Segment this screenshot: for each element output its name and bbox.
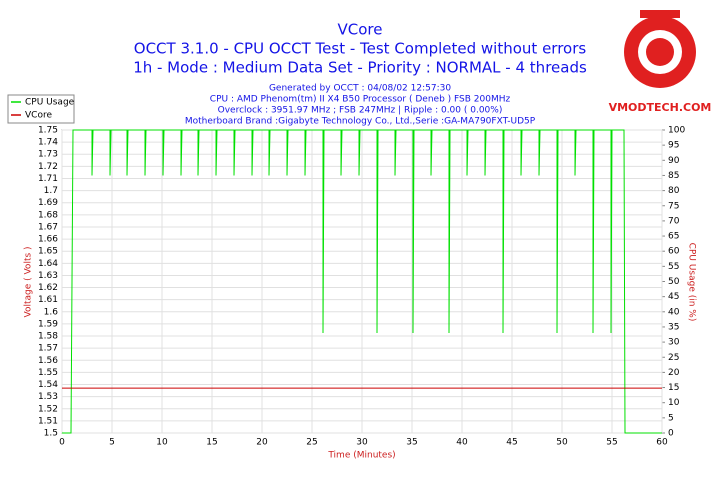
x-tick-label: 50 — [556, 438, 568, 448]
y2-tick-label: 35 — [668, 322, 679, 332]
x-tick-label: 45 — [506, 438, 517, 448]
x-tick-label: 20 — [256, 438, 268, 448]
note: Motherboard Brand :Gigabyte Technology C… — [185, 117, 536, 127]
y-tick-label: 1.75 — [38, 126, 58, 136]
y2-tick-label: 85 — [668, 171, 679, 181]
y2-tick-label: 20 — [668, 368, 680, 378]
y2-tick-label: 25 — [668, 353, 679, 363]
x-tick-label: 55 — [606, 438, 617, 448]
y-tick-label: 1.68 — [38, 210, 58, 220]
y-tick-label: 1.61 — [38, 295, 58, 305]
note: CPU : AMD Phenom(tm) II X4 B50 Processor… — [210, 95, 511, 105]
subtitle: 1h - Mode : Medium Data Set - Priority :… — [133, 59, 587, 77]
logo: VMODTECH.COM — [609, 10, 712, 114]
x-axis-label: Time (Minutes) — [327, 451, 395, 461]
legend-label: VCore — [25, 111, 52, 121]
y2-tick-label: 90 — [668, 156, 680, 166]
y-tick-label: 1.66 — [38, 235, 58, 245]
y-tick-label: 1.54 — [38, 380, 58, 390]
y2-tick-label: 75 — [668, 201, 679, 211]
y2-tick-label: 5 — [668, 413, 674, 423]
y-tick-label: 1.7 — [44, 186, 58, 196]
series-line — [62, 129, 662, 434]
y2-tick-label: 0 — [668, 429, 674, 439]
y-axis-label: Voltage ( Volts ) — [24, 246, 34, 317]
y2-tick-label: 10 — [668, 398, 680, 408]
y-tick-label: 1.71 — [38, 174, 58, 184]
y-tick-label: 1.73 — [38, 150, 58, 160]
legend — [7, 94, 75, 124]
y-tick-label: 1.55 — [38, 368, 58, 378]
x-tick-label: 10 — [156, 438, 168, 448]
x-tick-label: 0 — [59, 438, 65, 448]
x-tick-label: 40 — [456, 438, 468, 448]
y-tick-label: 1.58 — [38, 332, 58, 342]
x-tick-label: 30 — [356, 438, 368, 448]
y-tick-label: 1.53 — [38, 392, 58, 402]
x-tick-label: 35 — [406, 438, 417, 448]
chart-title: VCore — [338, 21, 383, 39]
y-tick-label: 1.56 — [38, 356, 58, 366]
y-tick-label: 1.65 — [38, 247, 58, 257]
y2-tick-label: 65 — [668, 232, 679, 242]
y-tick-label: 1.6 — [44, 307, 59, 317]
y2-tick-label: 60 — [668, 247, 680, 257]
y2-axis-label: CPU Usage (in %) — [687, 243, 697, 322]
y-tick-label: 1.52 — [38, 404, 58, 414]
x-tick-label: 25 — [306, 438, 317, 448]
y2-tick-label: 70 — [668, 216, 680, 226]
y-tick-label: 1.67 — [38, 222, 58, 232]
y-tick-label: 1.51 — [38, 416, 58, 426]
y-tick-label: 1.62 — [38, 283, 58, 293]
y2-tick-label: 50 — [668, 277, 680, 287]
y-tick-label: 1.63 — [38, 271, 58, 281]
y-tick-label: 1.57 — [38, 344, 58, 354]
y-tick-label: 1.64 — [38, 259, 58, 269]
note: Generated by OCCT : 04/08/02 12:57:30 — [269, 84, 451, 94]
legend-label: CPU Usage — [25, 98, 75, 108]
watermark: VMODTECH.COM — [609, 101, 712, 114]
x-tick-label: 60 — [656, 438, 668, 448]
y2-tick-label: 45 — [668, 292, 679, 302]
y-tick-label: 1.72 — [38, 162, 58, 172]
y-tick-label: 1.74 — [38, 138, 58, 148]
x-tick-label: 15 — [206, 438, 217, 448]
y2-tick-label: 95 — [668, 141, 679, 151]
y-tick-label: 1.69 — [38, 198, 58, 208]
y-tick-label: 1.5 — [44, 429, 58, 439]
y2-tick-label: 40 — [668, 307, 680, 317]
y2-tick-label: 55 — [668, 262, 679, 272]
x-tick-label: 5 — [109, 438, 115, 448]
y-tick-label: 1.59 — [38, 319, 58, 329]
y2-tick-label: 80 — [668, 186, 680, 196]
note: Overclock : 3951.97 MHz ; FSB 247MHz | R… — [218, 106, 503, 116]
y2-tick-label: 100 — [668, 126, 685, 136]
y2-tick-label: 30 — [668, 338, 680, 348]
y2-tick-label: 15 — [668, 383, 679, 393]
subtitle: OCCT 3.1.0 - CPU OCCT Test - Test Comple… — [134, 40, 587, 58]
